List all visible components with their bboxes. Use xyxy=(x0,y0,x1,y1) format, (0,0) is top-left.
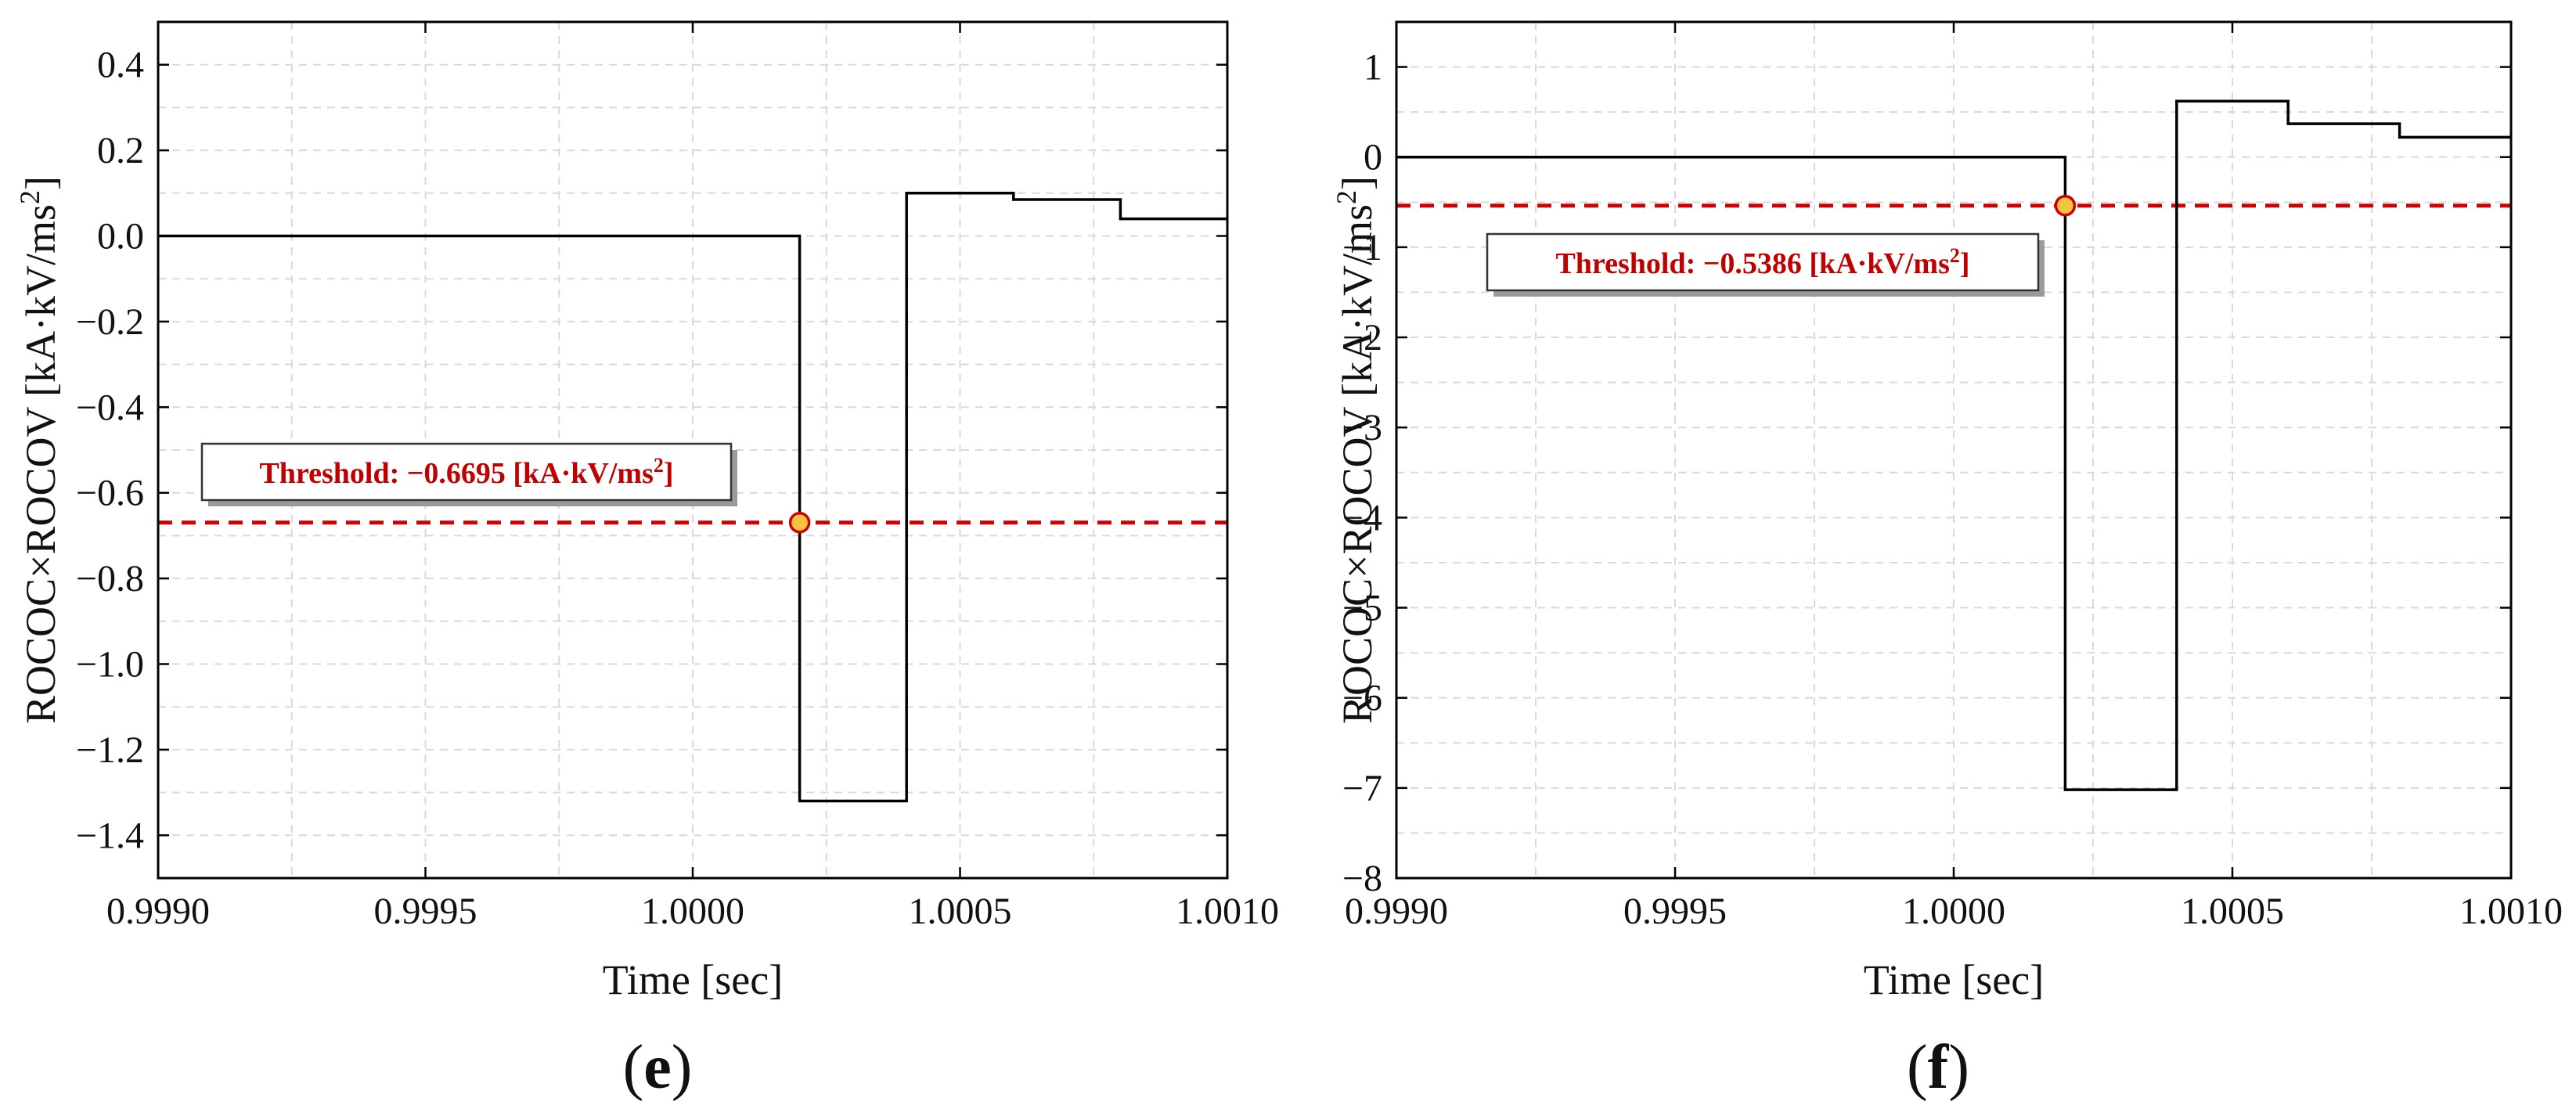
panel-e-x-tick-label: 1.0005 xyxy=(909,891,1012,932)
panel-f-threshold-label-box xyxy=(1486,232,2040,292)
panel-f-y-axis-title-end: ] xyxy=(1334,176,1381,190)
panel-f-y-tick-label: −4 xyxy=(1342,497,1382,538)
panel-f-y-tick-label: −8 xyxy=(1342,858,1382,899)
panel-e-y-tick-label: −0.8 xyxy=(76,558,144,599)
panel-f-y-tick-label: −3 xyxy=(1342,407,1382,448)
panel-e-threshold-label-end: ] xyxy=(664,457,674,490)
panel-f-y-axis-title-sup: 2 xyxy=(1331,190,1362,204)
panel-f-y-axis-title: ROCOC×ROCOV [kA·kV/ms2] xyxy=(1331,176,1381,724)
panel-f-panel-label-close: ) xyxy=(1948,1033,1969,1102)
panel-f-y-tick-label: −2 xyxy=(1342,317,1382,358)
panel-f-panel-label-letter: f xyxy=(1928,1033,1950,1102)
panel-e-panel-label-close: ) xyxy=(672,1033,693,1102)
panel-e-y-axis-title-sup: 2 xyxy=(14,190,45,204)
panel-e-y-tick-label: 0.4 xyxy=(97,45,144,86)
panel-f-series-line xyxy=(1396,99,2511,791)
chart-panel-f: 0.9990 0.9995 1.0000 1.0005 1.0010 −8 −7 −6 −5 −4… xyxy=(1331,20,2563,1102)
panel-f-y-tick-label: −7 xyxy=(1342,768,1382,809)
panel-f-y-tick-label: −6 xyxy=(1342,678,1382,719)
panel-e-y-tick-label: −0.6 xyxy=(76,473,144,514)
panel-e-y-tick-label: −0.2 xyxy=(76,301,144,343)
panel-e-threshold-label-box xyxy=(200,442,733,502)
panel-e-threshold-label-sup: 2 xyxy=(654,454,664,477)
panel-f-x-tick-label: 0.9995 xyxy=(1623,891,1727,932)
panel-f-y-tick-label: −5 xyxy=(1342,588,1382,629)
panel-e-x-axis-title: Time [sec] xyxy=(603,956,783,1003)
panel-f-x-tick-label: 0.9990 xyxy=(1345,891,1448,932)
panel-f-y-tick-label: 1 xyxy=(1364,47,1382,88)
panel-e-panel-label-open: ( xyxy=(623,1033,644,1102)
panel-e-threshold-label-text: Threshold: −0.6695 [kA·kV/ms xyxy=(259,457,653,490)
panel-f-y-tick-label: 0 xyxy=(1364,137,1382,178)
panel-f-y-axis-title-text: ROCOC×ROCOV [kA·kV/ms xyxy=(1334,204,1381,724)
panel-e-y-axis-title: ROCOC×ROCOV [kA·kV/ms2] xyxy=(14,176,64,724)
panel-e-panel-label-letter: e xyxy=(643,1033,672,1102)
panel-e-y-tick-label: −0.4 xyxy=(76,387,144,428)
panel-e-x-tick-label: 1.0010 xyxy=(1176,891,1279,932)
panel-e-axes-frame xyxy=(157,20,1229,880)
panel-f-threshold-label-end: ] xyxy=(1960,247,1970,280)
panel-e-panel-label: (e) xyxy=(623,1033,693,1102)
panel-f-panel-label: (f) xyxy=(1907,1033,1969,1102)
panel-e-y-axis-title-end: ] xyxy=(17,176,64,190)
panel-f-y-tick-label: −1 xyxy=(1342,227,1382,268)
panel-e-y-tick-label: −1.0 xyxy=(76,644,144,686)
panel-e-series-line xyxy=(158,192,1227,803)
panel-e-threshold-label: Threshold: −0.6695 [kA·kV/ms2] xyxy=(259,454,673,491)
panel-f-x-axis-title: Time [sec] xyxy=(1864,956,2044,1003)
panel-e-x-tick-label: 0.9990 xyxy=(106,891,210,932)
panel-e-x-tick-label: 0.9995 xyxy=(374,891,477,932)
panel-e-y-tick-label: 0.2 xyxy=(97,130,144,171)
panel-e-x-tick-label: 1.0000 xyxy=(641,891,744,932)
panel-f-x-tick-label: 1.0000 xyxy=(1902,891,2005,932)
panel-f-panel-label-open: ( xyxy=(1907,1033,1928,1102)
panel-e-y-axis-title-text: ROCOC×ROCOV [kA·kV/ms xyxy=(17,204,64,724)
panel-f-x-tick-label: 1.0005 xyxy=(2181,891,2284,932)
panel-e-threshold-marker xyxy=(788,511,811,534)
panel-f-threshold-marker xyxy=(2054,195,2077,217)
panel-f-threshold-label-text: Threshold: −0.5386 [kA·kV/ms xyxy=(1555,247,1949,280)
panel-f-x-tick-label: 1.0010 xyxy=(2459,891,2563,932)
chart-panel-e: 0.9990 0.9995 1.0000 1.0005 1.0010 −1.4 −1.2 −1… xyxy=(14,20,1279,1102)
panel-f-axes-frame xyxy=(1395,20,2513,880)
panel-f-threshold-label-sup: 2 xyxy=(1950,244,1960,267)
panel-e-y-tick-label: 0.0 xyxy=(97,216,144,257)
panel-e-y-tick-label: −1.4 xyxy=(76,815,144,856)
panel-e-y-tick-label: −1.2 xyxy=(76,729,144,771)
panel-f-threshold-label: Threshold: −0.5386 [kA·kV/ms2] xyxy=(1555,244,1969,281)
